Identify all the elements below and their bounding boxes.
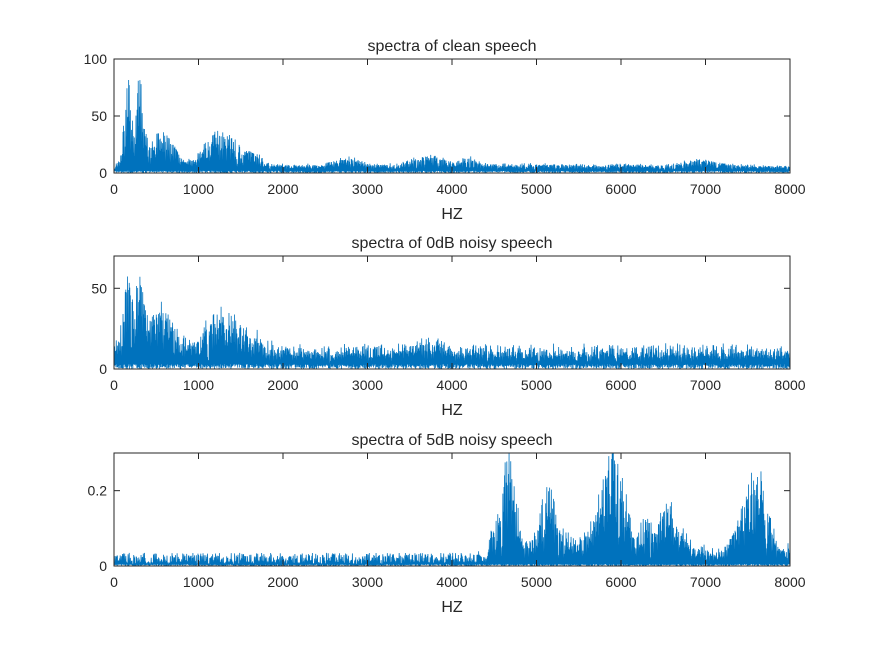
x-tick-label: 8000: [774, 574, 805, 590]
x-tick-label: 1000: [183, 181, 214, 197]
x-tick-label: 8000: [774, 377, 805, 393]
subplot-clean-speech: spectra of clean speech 0 1000 2000 3000 400…: [84, 38, 806, 223]
ticks-group: 0 1000 2000 3000 4000 5000 6000 7000 8000 0 0.2: [88, 453, 806, 590]
x-tick-label: 6000: [605, 377, 636, 393]
y-tick-label: 50: [91, 280, 107, 296]
y-tick-label: 0: [99, 558, 107, 574]
x-tick-label: 3000: [352, 574, 383, 590]
x-tick-label: 5000: [521, 377, 552, 393]
x-tick-label: 0: [110, 181, 118, 197]
x-tick-label: 8000: [774, 181, 805, 197]
y-tick-label: 0: [99, 361, 107, 377]
x-tick-label: 5000: [521, 574, 552, 590]
x-tick-label: 0: [110, 574, 118, 590]
y-tick-label: 100: [84, 51, 108, 67]
x-tick-label: 2000: [267, 574, 298, 590]
x-tick-label: 7000: [690, 574, 721, 590]
series-line-group: [113, 276, 791, 369]
x-axis-label: HZ: [441, 599, 463, 616]
x-tick-label: 2000: [267, 181, 298, 197]
x-tick-label: 4000: [436, 574, 467, 590]
x-tick-label: 3000: [352, 377, 383, 393]
subplot-5db-noisy-speech: spectra of 5dB noisy speech 0 1000 2000 300…: [88, 432, 806, 616]
x-axis-label: HZ: [441, 206, 463, 223]
x-tick-label: 1000: [183, 377, 214, 393]
spectrum-line: [113, 276, 791, 369]
y-tick-label: 0: [99, 165, 107, 181]
x-tick-label: 5000: [521, 181, 552, 197]
x-tick-label: 2000: [267, 377, 298, 393]
subplot-title: spectra of clean speech: [368, 38, 537, 55]
x-tick-label: 4000: [436, 377, 467, 393]
x-tick-label: 6000: [605, 574, 636, 590]
y-tick-label: 0.2: [88, 483, 108, 499]
x-tick-label: 4000: [436, 181, 467, 197]
ticks-group: 0 1000 2000 3000 4000 5000 6000 7000 8000 0 50: [91, 256, 806, 393]
x-tick-label: 1000: [183, 574, 214, 590]
x-tick-label: 3000: [352, 181, 383, 197]
x-tick-label: 7000: [690, 181, 721, 197]
x-tick-label: 7000: [690, 377, 721, 393]
x-axis-label: HZ: [441, 402, 463, 419]
ticks-group: 0 1000 2000 3000 4000 5000 6000 7000 8000 0 50 100: [84, 51, 806, 197]
subplot-0db-noisy-speech: spectra of 0dB noisy speech 0 1000 2000 300…: [91, 235, 805, 419]
x-tick-label: 0: [110, 377, 118, 393]
x-tick-label: 6000: [605, 181, 636, 197]
subplot-title: spectra of 5dB noisy speech: [351, 432, 552, 449]
subplot-title: spectra of 0dB noisy speech: [351, 235, 552, 252]
y-tick-label: 50: [91, 108, 107, 124]
